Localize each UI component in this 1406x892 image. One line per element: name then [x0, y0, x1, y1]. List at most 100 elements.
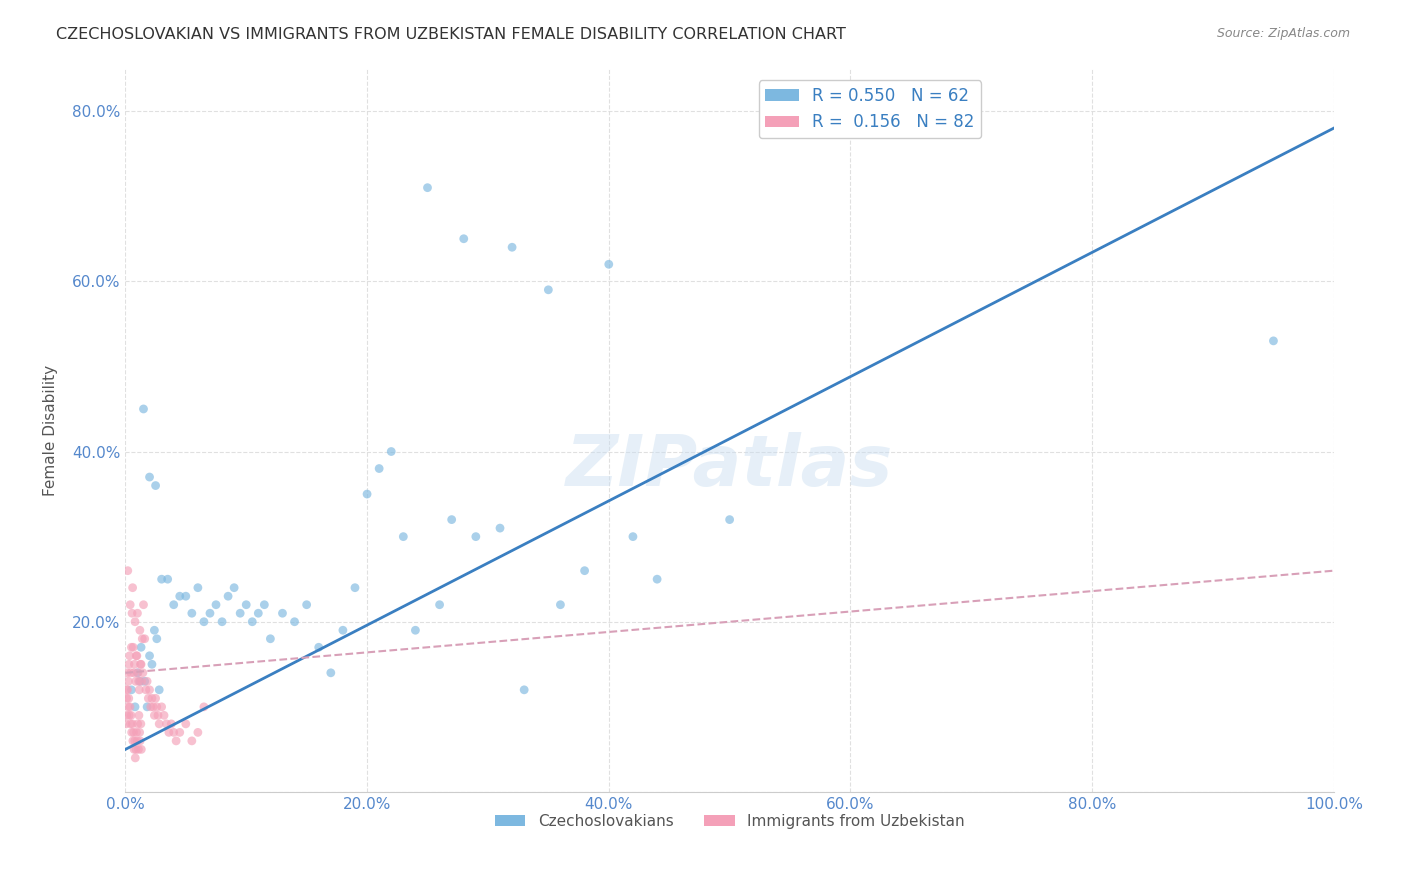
Point	[121, 717, 143, 731]
Point	[127, 734, 149, 748]
Point	[180, 734, 202, 748]
Point	[121, 581, 143, 595]
Point	[115, 708, 138, 723]
Point	[343, 581, 366, 595]
Point	[187, 581, 209, 595]
Point	[125, 648, 148, 663]
Point	[135, 682, 157, 697]
Point	[122, 665, 145, 680]
Point	[489, 521, 512, 535]
Point	[142, 699, 165, 714]
Point	[120, 708, 142, 723]
Point	[121, 734, 143, 748]
Point	[229, 606, 252, 620]
Point	[122, 640, 145, 655]
Point	[148, 682, 170, 697]
Point	[440, 513, 463, 527]
Point	[129, 640, 152, 655]
Point	[392, 530, 415, 544]
Point	[150, 699, 173, 714]
Point	[141, 657, 163, 672]
Point	[718, 513, 741, 527]
Point	[124, 615, 146, 629]
Point	[621, 530, 644, 544]
Point	[127, 665, 149, 680]
Point	[128, 708, 150, 723]
Point	[193, 699, 215, 714]
Point	[453, 232, 475, 246]
Point	[124, 657, 146, 672]
Point	[129, 657, 152, 672]
Point	[187, 725, 209, 739]
Point	[163, 725, 186, 739]
Point	[127, 606, 149, 620]
Point	[235, 598, 257, 612]
Point	[127, 665, 149, 680]
Point	[128, 682, 150, 697]
Point	[115, 665, 138, 680]
Point	[132, 401, 155, 416]
Point	[259, 632, 281, 646]
Point	[404, 624, 426, 638]
Point	[118, 699, 141, 714]
Point	[128, 674, 150, 689]
Point	[193, 615, 215, 629]
Point	[332, 624, 354, 638]
Point	[550, 598, 572, 612]
Point	[131, 742, 153, 756]
Point	[308, 640, 330, 655]
Point	[124, 674, 146, 689]
Point	[174, 589, 197, 603]
Point	[124, 699, 146, 714]
Point	[127, 742, 149, 756]
Point	[139, 699, 162, 714]
Point	[143, 708, 166, 723]
Point	[155, 717, 177, 731]
Point	[118, 708, 141, 723]
Point	[145, 478, 167, 492]
Point	[128, 624, 150, 638]
Point	[117, 699, 139, 714]
Point	[136, 691, 159, 706]
Point	[146, 699, 169, 714]
Point	[356, 487, 378, 501]
Point	[169, 725, 191, 739]
Point	[115, 717, 138, 731]
Point	[319, 665, 342, 680]
Point	[138, 682, 160, 697]
Point	[224, 581, 246, 595]
Point	[598, 257, 620, 271]
Point	[138, 470, 160, 484]
Point	[157, 725, 180, 739]
Point	[122, 742, 145, 756]
Point	[143, 624, 166, 638]
Point	[253, 598, 276, 612]
Text: Source: ZipAtlas.com: Source: ZipAtlas.com	[1216, 27, 1350, 40]
Point	[136, 674, 159, 689]
Point	[128, 674, 150, 689]
Point	[127, 717, 149, 731]
Point	[115, 682, 138, 697]
Point	[165, 734, 187, 748]
Point	[537, 283, 560, 297]
Point	[271, 606, 294, 620]
Point	[117, 674, 139, 689]
Y-axis label: Female Disability: Female Disability	[44, 365, 58, 496]
Point	[501, 240, 523, 254]
Point	[247, 606, 270, 620]
Point	[368, 461, 391, 475]
Point	[118, 648, 141, 663]
Point	[145, 691, 167, 706]
Point	[118, 657, 141, 672]
Point	[169, 589, 191, 603]
Point	[136, 699, 159, 714]
Point	[645, 572, 668, 586]
Point	[416, 180, 439, 194]
Point	[120, 640, 142, 655]
Point	[180, 606, 202, 620]
Point	[574, 564, 596, 578]
Point	[120, 717, 142, 731]
Point	[295, 598, 318, 612]
Point	[163, 598, 186, 612]
Point	[122, 725, 145, 739]
